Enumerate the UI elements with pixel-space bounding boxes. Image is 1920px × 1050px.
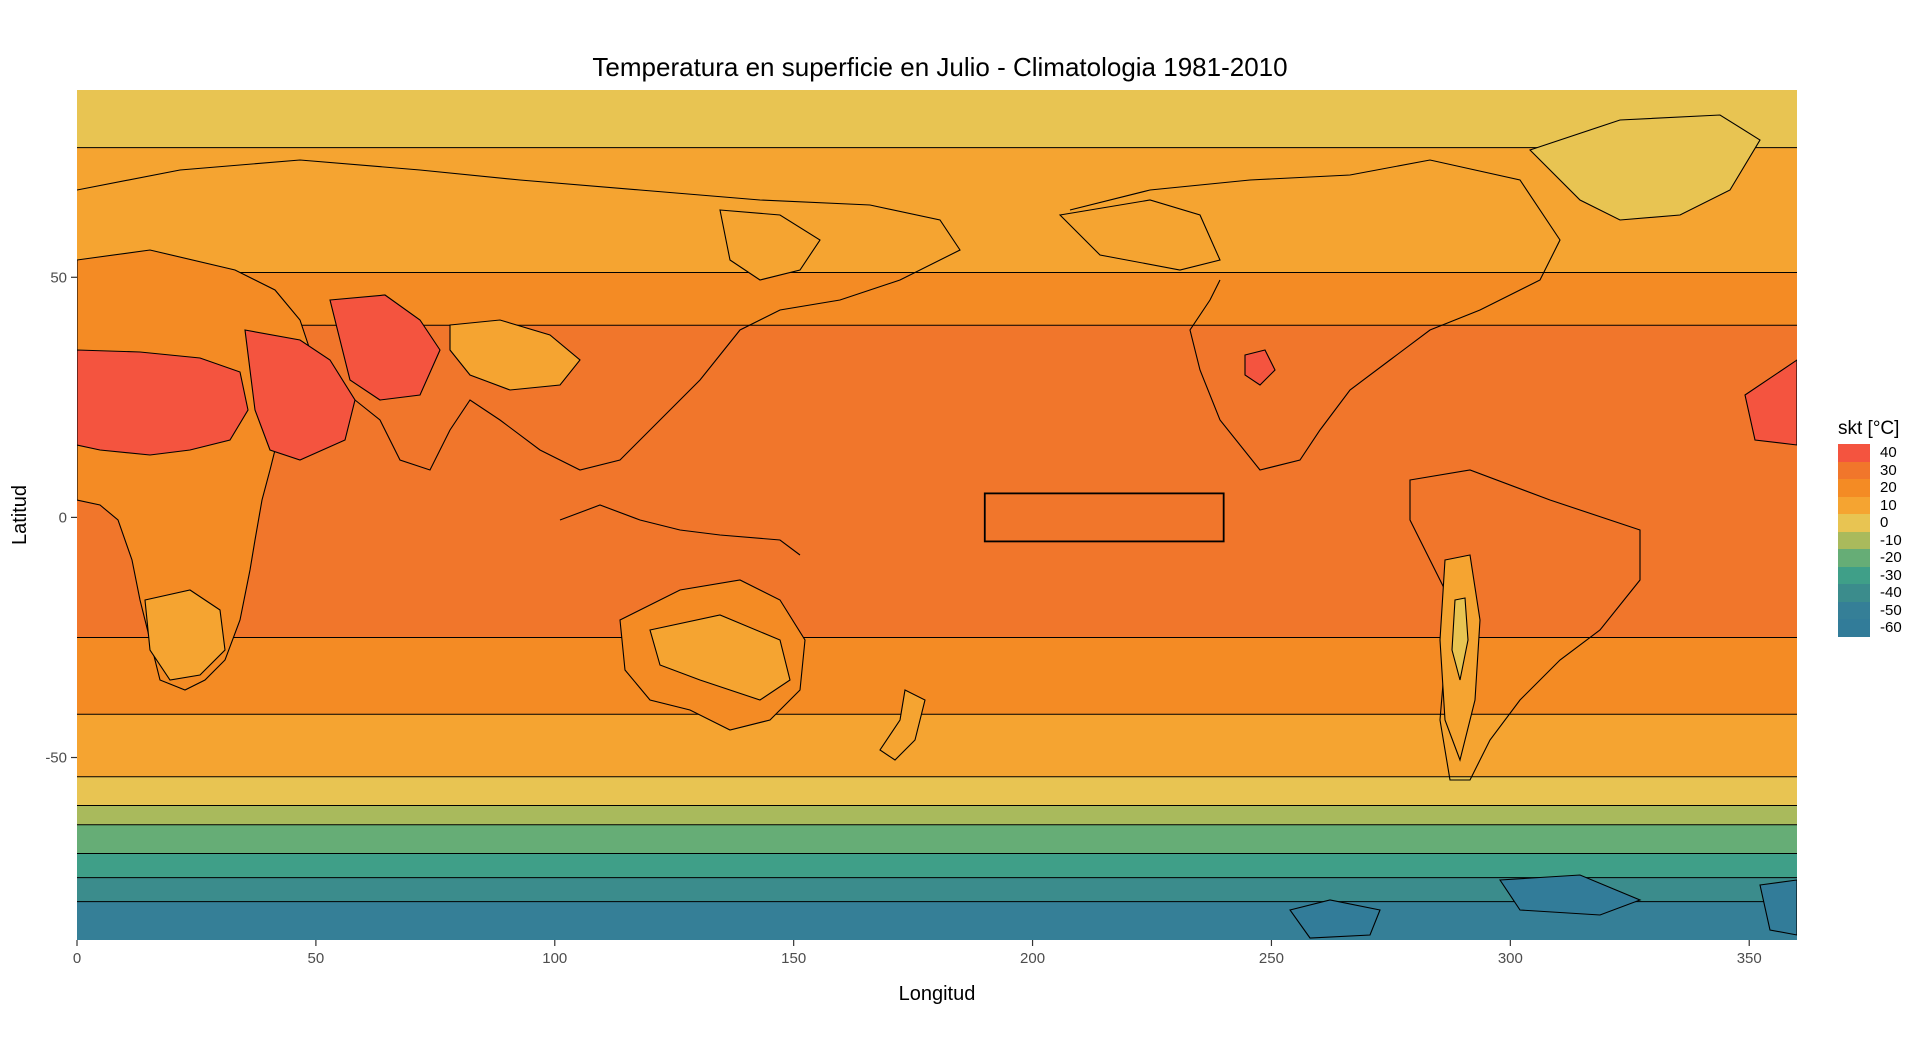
chart-title: Temperatura en superficie en Julio - Cli… — [592, 52, 1288, 82]
temperature-band — [77, 714, 1797, 777]
legend-swatch — [1838, 444, 1870, 462]
legend-label: -60 — [1880, 619, 1902, 636]
legend-swatch — [1838, 549, 1870, 567]
legend-label: 40 — [1880, 444, 1897, 461]
legend-body: 40 30 20 10 0 -10 -20 -30 -40 -50 -60 — [1838, 444, 1902, 637]
temperature-band — [77, 805, 1797, 825]
indonesia-islands — [559, 504, 801, 556]
legend-swatch — [1838, 479, 1870, 497]
siberia-zone — [719, 209, 821, 281]
legend-label: -10 — [1880, 531, 1902, 549]
legend-swatch — [1838, 531, 1870, 549]
continent-shapes — [77, 114, 1797, 939]
southern-africa-cool — [144, 589, 226, 681]
eurasia-landmass — [77, 159, 961, 471]
y-tick-label: 50 — [50, 269, 67, 286]
sahara-hot-zone — [77, 349, 249, 456]
y-axis-title: Latitud — [9, 485, 31, 545]
temperature-bands — [77, 90, 1797, 940]
mexico-hot-spot — [1244, 349, 1276, 386]
antarctic-pool-pacific — [1289, 899, 1381, 939]
x-tick-label: 200 — [1020, 950, 1045, 967]
legend-swatch — [1838, 619, 1870, 637]
legend-label: 0 — [1880, 514, 1889, 531]
legend-label: -50 — [1880, 601, 1902, 619]
temperature-band — [77, 824, 1797, 854]
nino-region-box — [983, 492, 1225, 543]
legend-label: 30 — [1880, 461, 1897, 479]
arabia-hot-zone — [244, 329, 356, 461]
andes-cold-core — [1451, 597, 1469, 681]
x-tick-label: 50 — [308, 950, 325, 967]
iran-hot-zone — [329, 294, 441, 401]
x-axis-title: Longitud — [899, 983, 976, 1005]
tibet-cool-zone — [449, 319, 581, 391]
legend-label: 20 — [1880, 479, 1897, 496]
legend-swatch — [1838, 496, 1870, 514]
temperature-band — [77, 637, 1797, 715]
legend-swatch — [1838, 601, 1870, 619]
australia-inner-cool — [649, 614, 791, 701]
x-tick-label: 350 — [1737, 950, 1762, 967]
x-tick-label: 0 — [73, 950, 81, 967]
antarctic-pool-east — [1759, 879, 1797, 936]
west-africa-hot-zone — [1744, 359, 1797, 446]
legend-label: -20 — [1880, 549, 1902, 566]
y-tick-label: -50 — [45, 750, 67, 767]
legend-title: skt [°C] — [1838, 418, 1900, 439]
x-tick-label: 250 — [1259, 950, 1284, 967]
temperature-band — [77, 901, 1797, 940]
legend-swatch — [1838, 514, 1870, 532]
alaska-cool-zone — [1058, 199, 1221, 271]
legend-swatch — [1838, 461, 1870, 479]
temperature-band — [77, 147, 1797, 273]
new-zealand — [879, 689, 926, 761]
legend-swatch — [1838, 566, 1870, 584]
axes: 0 50 100 150 200 250 300 350 50 0 -50 Longitud Latit… — [9, 269, 1762, 1005]
color-legend: skt [°C] 40 30 20 10 0 -10 -20 -30 -40 -50 -60 — [1838, 418, 1902, 637]
antarctic-pool-atlantic — [1499, 874, 1642, 916]
greenland — [1528, 114, 1761, 221]
y-tick-label: 0 — [59, 509, 67, 526]
x-tick-label: 100 — [542, 950, 567, 967]
legend-swatch — [1838, 584, 1870, 602]
x-tick-label: 300 — [1498, 950, 1523, 967]
temperature-band — [77, 776, 1797, 806]
temperature-band — [77, 90, 1797, 148]
legend-label: -40 — [1880, 584, 1902, 601]
north-america-landmass — [1069, 159, 1561, 471]
legend-label: 10 — [1880, 496, 1897, 514]
temperature-band — [77, 853, 1797, 878]
legend-label: -30 — [1880, 566, 1902, 584]
x-tick-label: 150 — [781, 950, 806, 967]
